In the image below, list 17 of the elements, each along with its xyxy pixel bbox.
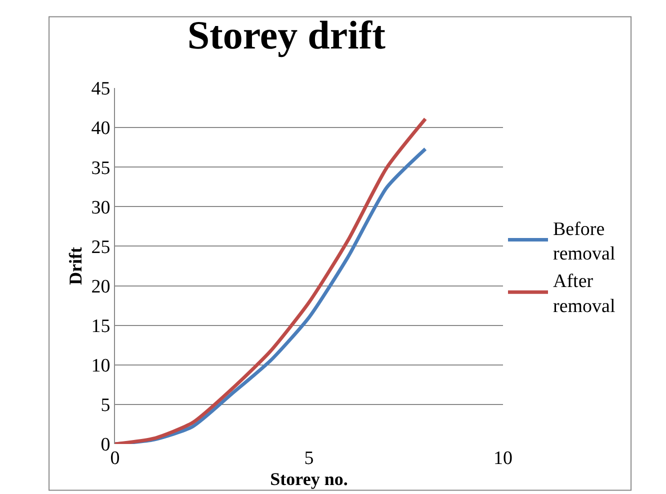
y-tick-label: 10 [91,356,110,377]
x-tick-label: 5 [304,448,314,469]
legend-label: Before removal [553,218,616,264]
x-tick-label: 10 [494,448,512,469]
y-tick-label: 5 [100,395,110,416]
y-tick-label: 25 [91,236,110,258]
y-axis-title: Drift [65,247,86,285]
y-tick-label: 45 [91,78,110,100]
x-axis-title: Storey no. [270,469,348,489]
y-tick-label: 35 [91,158,110,179]
y-tick-label: 20 [91,276,110,298]
legend-label: After removal [553,271,616,317]
y-tick-label: 15 [91,316,110,337]
y-tick-label: 0 [100,434,110,456]
chart-title: Storey drift [187,12,386,58]
y-tick-label: 40 [91,118,110,140]
y-tick-label: 30 [91,197,110,218]
